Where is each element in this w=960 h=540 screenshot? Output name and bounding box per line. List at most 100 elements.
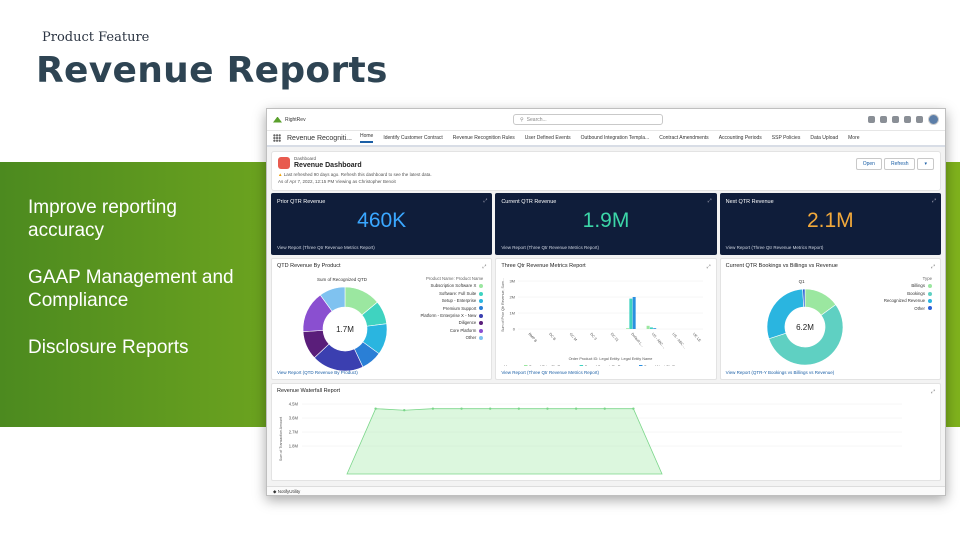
area-point[interactable] [431,407,435,410]
legend-item[interactable]: Platform - Enterprise X - New [420,312,484,319]
bar[interactable] [646,325,650,329]
tab-contract-amendments[interactable]: Contract Amendments [659,135,709,141]
y-tick-label: 3.6M [289,416,299,421]
x-tick-label: BMP B [528,332,539,344]
tab-home[interactable]: Home [359,133,374,143]
legend-item[interactable]: Premium Support [420,305,484,312]
view-report-link[interactable]: View Report (Three Qtr Revenue Metrics R… [501,370,600,375]
legend-swatch [639,365,643,366]
bookings-donut-chart: 6.2M [766,288,843,366]
slide-title: Revenue Reports [36,50,388,91]
legend-label: Other [914,305,925,311]
bell-icon[interactable] [916,116,923,123]
utility-label[interactable]: NotifyUtility [277,489,301,494]
kpi-value: 460K [357,209,407,232]
kpi-next-qtr: Next QTR Revenue ⤢ 2.1M View Report (Thr… [719,193,941,255]
legend-item[interactable]: Core Platform [420,327,484,334]
kpi-value: 2.1M [806,209,854,232]
legend-swatch [479,321,484,326]
donut-slice[interactable] [801,288,805,308]
view-report-link[interactable]: View Report (Three Qtr Revenue Metrics R… [501,245,600,250]
area-point[interactable] [460,407,463,410]
legend-header: Type [922,276,932,281]
area-point[interactable] [603,407,606,410]
kpi-value: 1.9M [582,209,630,232]
area-point[interactable] [374,407,377,410]
area-point[interactable] [574,407,578,410]
x-tick-label: US - ABC ... [672,332,688,349]
legend-item[interactable]: Recognized Revenue [884,297,932,304]
global-search-input[interactable]: ⚲ Search... [513,114,663,125]
legend-item[interactable]: Diligence [420,319,484,326]
legend-item[interactable]: Subscription Software X [420,282,484,289]
brand-logo-icon [273,116,282,123]
refresh-button[interactable]: Refresh [883,158,916,170]
bar[interactable] [626,328,630,329]
favorites-icon[interactable] [868,116,875,123]
legend-label[interactable]: Sum of Next Qtr Revenue [644,365,687,366]
view-report-link[interactable]: View Report (Three Qtr Revenue Metrics R… [277,245,375,250]
notify-icon[interactable]: ◆ [273,489,277,494]
bar[interactable] [650,327,654,329]
app-topbar: RightRev ⚲ Search... [267,109,945,131]
kpi-title: Next QTR Revenue [725,199,774,205]
app-launcher-icon[interactable] [273,134,281,142]
tab-more[interactable]: More [848,135,860,141]
expand-icon[interactable]: ⤢ [483,198,488,204]
warning-icon: ▲ [278,172,283,177]
expand-icon[interactable]: ⤢ [930,389,935,395]
tab-data-upload[interactable]: Data Upload [810,135,839,141]
y-tick-label: 3M [510,279,516,284]
tab-user-defined-events[interactable]: User Defined Events [524,135,571,141]
tab-identify-customer-contract[interactable]: Identify Customer Contract [383,135,443,141]
legend-label[interactable]: Sum of Current Qtr Revenue [585,365,633,366]
expand-icon[interactable]: ⤢ [482,264,487,270]
tab-revenue-recognition-rules[interactable]: Revenue Recognition Rules [452,135,515,141]
topbar-icons [868,114,939,125]
area-point[interactable] [517,407,521,410]
legend-item[interactable]: Other [420,334,484,341]
legend-label[interactable]: Sum of Prior Qtr Revenue [529,365,573,366]
area-series[interactable] [346,408,663,475]
view-report-link[interactable]: View Report (Three Qtr Revenue Metrics R… [725,245,824,250]
area-point[interactable] [632,407,635,410]
legend-item[interactable]: Bookings [884,290,932,297]
dashboard-title: Revenue Dashboard [294,162,362,169]
area-point[interactable] [488,407,492,410]
help-icon[interactable] [892,116,899,123]
donut-slice[interactable] [768,304,843,366]
bar[interactable] [629,298,633,329]
avatar[interactable] [928,114,939,125]
legend-item[interactable]: Software: Full Suite [420,290,484,297]
expand-icon[interactable]: ⤢ [930,264,935,270]
view-report-link[interactable]: View Report (QTD Revenue By Product) [277,370,358,375]
tab-ssp-policies[interactable]: SSP Policies [771,135,801,141]
legend-swatch [479,284,484,289]
legend-swatch [579,365,584,366]
legend-item[interactable]: Setup - Enterprise [420,297,484,304]
area-point[interactable] [546,407,549,410]
card-title: Current QTR Bookings vs Billings vs Reve… [725,263,838,269]
brand-logo[interactable]: RightRev [273,116,513,123]
tab-accounting-periods[interactable]: Accounting Periods [718,135,762,141]
x-tick-label: UK LE [692,332,702,343]
bar[interactable] [632,297,636,329]
brand-name: RightRev [285,116,306,123]
view-report-link[interactable]: View Report (QTR-Y Bookings vs Billings … [725,370,835,375]
utility-bar: ◆ NotifyUtility [267,486,945,495]
expand-icon[interactable]: ⤢ [706,264,711,270]
expand-icon[interactable]: ⤢ [931,198,936,204]
open-button[interactable]: Open [855,158,882,170]
gear-icon[interactable] [904,116,911,123]
legend-item[interactable]: Other [884,305,932,312]
bookings-legend: Type Billings Bookings Recognized Revenue O… [884,275,932,312]
more-actions-button[interactable]: ▾ [917,158,934,170]
bar[interactable] [653,328,657,329]
donut-slice[interactable] [319,286,346,312]
area-point[interactable] [403,409,406,412]
expand-icon[interactable]: ⤢ [707,198,712,204]
tab-outbound-integration[interactable]: Outbound Integration Templa... [580,135,650,141]
x-tick-label: DC 3 [590,332,598,341]
legend-item[interactable]: Billings [884,282,932,289]
add-icon[interactable] [880,116,887,123]
